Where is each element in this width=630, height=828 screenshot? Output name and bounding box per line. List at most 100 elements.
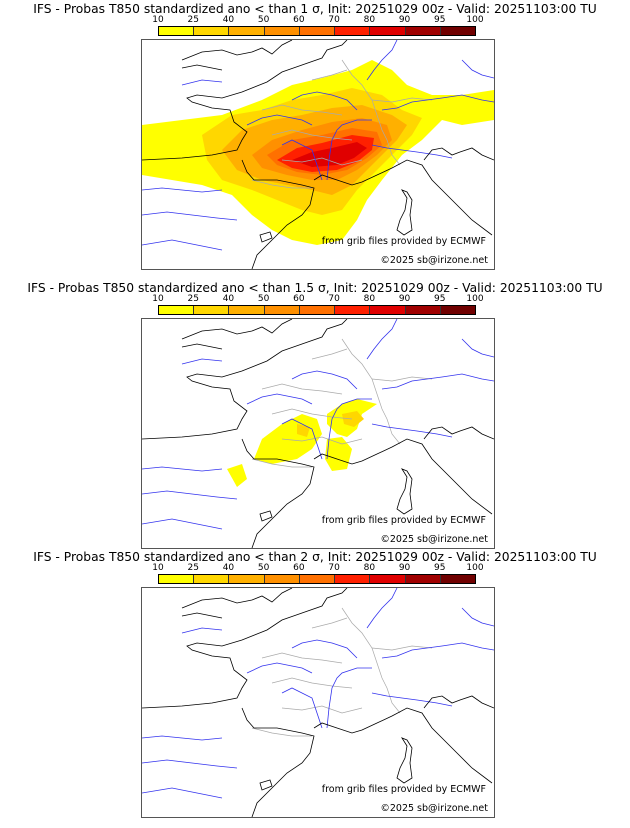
colorbar-tick-label: 100	[466, 15, 484, 25]
river-line	[142, 735, 223, 741]
colorbar-segment	[440, 306, 475, 314]
river-line	[142, 518, 223, 530]
border-line	[311, 69, 348, 81]
coastline	[396, 189, 413, 236]
colorbar-segment	[299, 306, 336, 314]
colorbar-segment	[194, 575, 230, 583]
colorbar-tick-label: 70	[328, 294, 340, 304]
colorbar-segment	[335, 27, 371, 35]
river-line	[142, 490, 238, 500]
colorbar-segment	[405, 575, 441, 583]
coastline	[259, 510, 273, 522]
border-line	[341, 338, 401, 445]
copyright: ©2025 sb@irizone.net	[380, 255, 488, 266]
river-line	[381, 94, 494, 111]
border-line	[281, 157, 363, 166]
colorbar-tick-label: 90	[398, 294, 411, 304]
colorbar-tick-label: 90	[398, 563, 411, 573]
coastline	[423, 147, 494, 161]
probability-map: from grib files provided by ECMWF ©2025 …	[141, 587, 495, 818]
coastline	[181, 319, 293, 340]
border-line	[281, 705, 363, 714]
river-line	[181, 627, 223, 634]
panel-1-5sigma: IFS - Probas T850 standardized ano < tha…	[0, 281, 630, 551]
border-line	[341, 607, 401, 714]
river-line	[461, 338, 494, 358]
probability-area	[297, 424, 310, 437]
coastline	[423, 695, 494, 709]
border-line	[371, 376, 433, 382]
colorbar-segment	[159, 306, 195, 314]
river-line	[366, 588, 398, 629]
coastline	[396, 468, 413, 515]
colorbar-segment	[440, 27, 475, 35]
colorbar-tick-label: 60	[293, 294, 305, 304]
river-line	[371, 423, 453, 438]
river-line	[142, 787, 223, 799]
colorbar-tick-label: 95	[434, 563, 446, 573]
river-line	[281, 418, 323, 460]
probability-map: from grib files provided by ECMWF ©2025 …	[141, 39, 495, 270]
colorbar-tick-label: 50	[257, 15, 270, 25]
colorbar-tick-label: 10	[152, 15, 164, 25]
coastline	[241, 707, 315, 817]
colorbar-tick-label: 95	[434, 294, 446, 304]
colorbar-tick-label: 25	[187, 294, 199, 304]
colorbar-segment	[370, 306, 406, 314]
colorbar-segment	[299, 27, 336, 35]
colorbar-ticks: 10 25 40 50 60 70 80 90 95 100	[152, 563, 483, 573]
colorbar	[158, 574, 476, 584]
colorbar-segment	[405, 27, 441, 35]
coastline	[313, 707, 493, 784]
border-line	[271, 677, 353, 689]
coastline	[313, 159, 493, 236]
panel-1sigma: IFS - Probas T850 standardized ano < tha…	[0, 2, 630, 272]
map-canvas	[142, 319, 494, 548]
coastline	[181, 588, 293, 609]
border-line	[261, 383, 343, 395]
colorbar-segment	[159, 27, 195, 35]
coastline	[396, 737, 413, 784]
coastline	[423, 426, 494, 440]
border-line	[341, 59, 401, 166]
border-line	[271, 408, 353, 420]
colorbar-tick-label: 60	[293, 15, 305, 25]
probability-area	[227, 464, 247, 487]
coastline	[313, 438, 493, 515]
river-line	[366, 319, 398, 360]
coastline	[142, 319, 348, 440]
border-line	[251, 458, 312, 468]
river-line	[291, 370, 358, 390]
river-line	[291, 639, 358, 659]
river-line	[371, 144, 453, 159]
copyright: ©2025 sb@irizone.net	[380, 534, 488, 545]
colorbar-segment	[229, 306, 265, 314]
border-line	[311, 348, 348, 360]
coastline	[259, 231, 273, 243]
probability-area	[342, 411, 364, 427]
source-credit: from grib files provided by ECMWF	[321, 236, 486, 247]
colorbar-ticks: 10 25 40 50 60 70 80 90 95 100	[152, 15, 483, 25]
colorbar-tick-label: 80	[363, 294, 376, 304]
border-line	[371, 645, 433, 651]
colorbar-ticks: 10 25 40 50 60 70 80 90 95 100	[152, 294, 483, 304]
source-credit: from grib files provided by ECMWF	[321, 515, 486, 526]
colorbar-tick-label: 10	[152, 294, 164, 304]
river-line	[326, 398, 372, 460]
panel-title: IFS - Probas T850 standardized ano < tha…	[27, 281, 603, 295]
colorbar-segment	[440, 575, 475, 583]
coastline	[142, 588, 348, 709]
map-canvas	[142, 40, 494, 269]
coastline	[181, 343, 223, 350]
river-line	[246, 662, 313, 674]
river-line	[461, 59, 494, 79]
colorbar-tick-label: 100	[466, 563, 484, 573]
colorbar-tick-label: 90	[398, 15, 411, 25]
river-line	[142, 187, 223, 193]
colorbar-tick-label: 70	[328, 15, 340, 25]
colorbar-tick-label: 70	[328, 563, 340, 573]
colorbar-segment	[159, 575, 195, 583]
border-line	[311, 617, 348, 629]
coastline	[142, 40, 348, 161]
coastline	[181, 64, 223, 71]
